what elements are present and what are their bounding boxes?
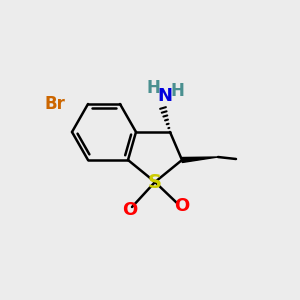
Text: O: O (174, 197, 190, 215)
Text: N: N (158, 87, 172, 105)
Text: Br: Br (45, 95, 65, 113)
Text: H: H (146, 79, 160, 97)
Text: S: S (148, 172, 162, 191)
Text: H: H (170, 82, 184, 100)
Text: O: O (122, 201, 138, 219)
Polygon shape (182, 157, 218, 163)
